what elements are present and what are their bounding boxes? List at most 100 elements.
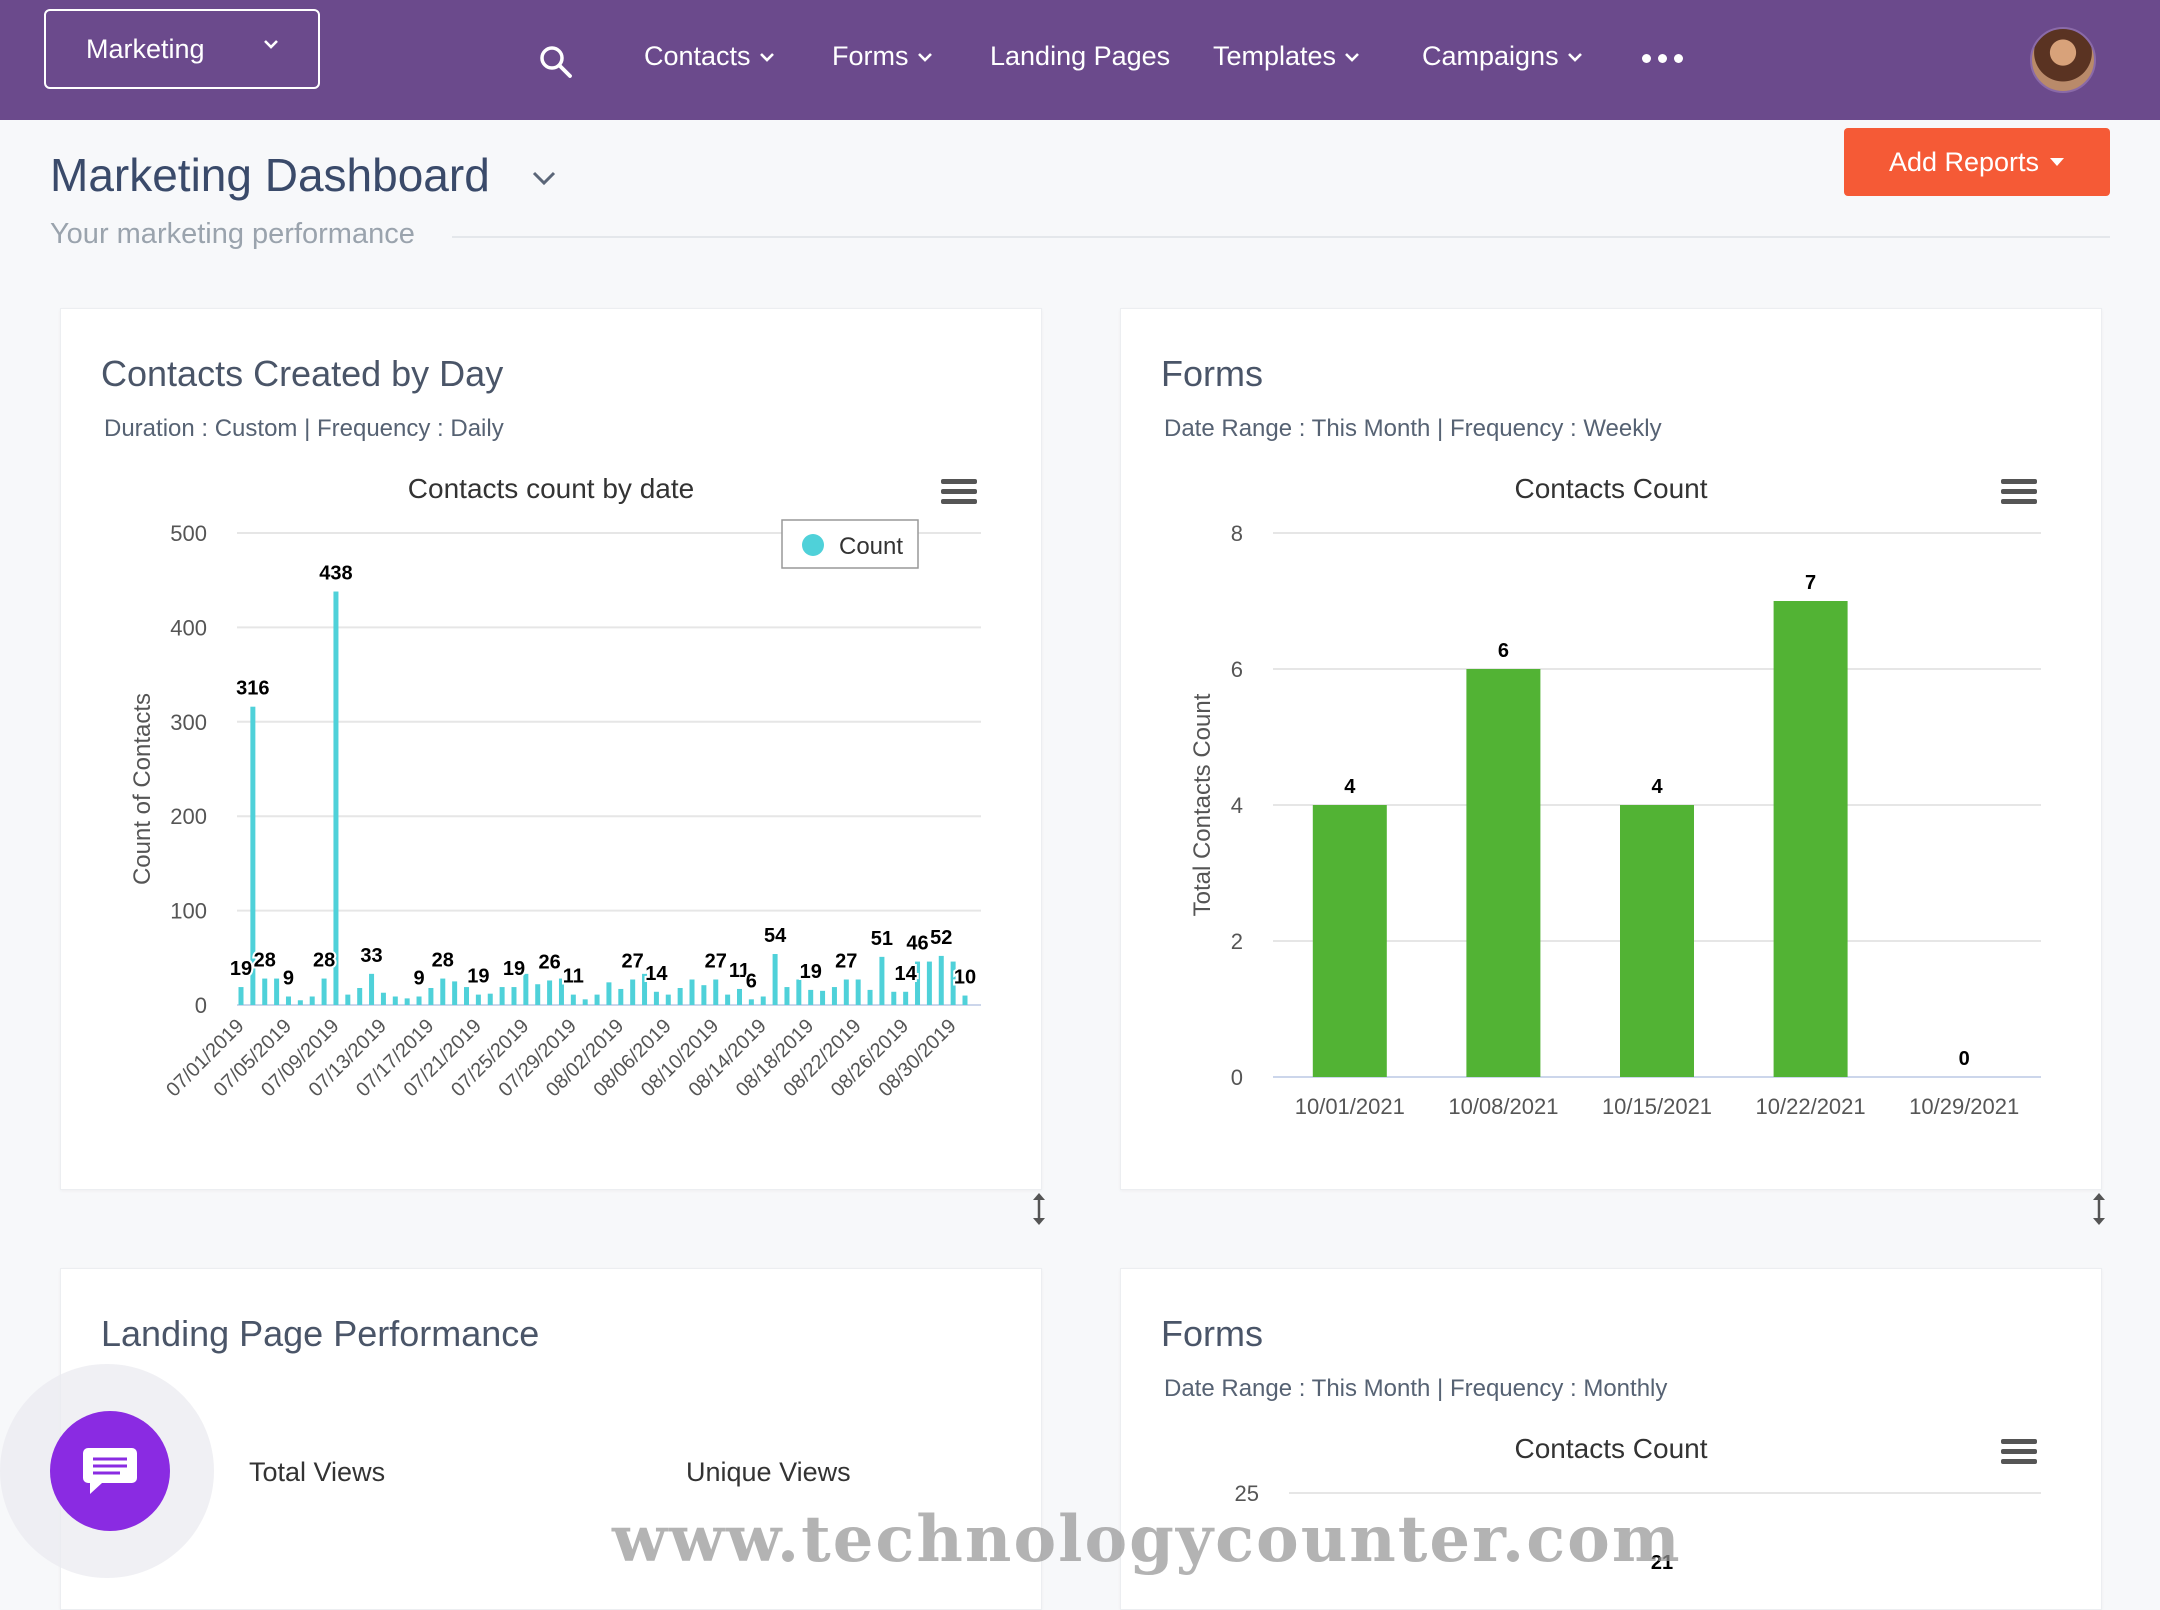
user-avatar[interactable] [2030, 27, 2096, 93]
data-label: 27 [705, 951, 727, 973]
data-label: 27 [835, 951, 857, 973]
nav-forms[interactable]: Forms [832, 41, 933, 72]
chat-icon [83, 1448, 137, 1494]
chevron-down-icon [1345, 52, 1359, 62]
bar [297, 1000, 303, 1005]
bar [1620, 805, 1694, 1077]
chevron-down-icon [1567, 52, 1582, 62]
y-tick-label: 4 [1231, 793, 1243, 818]
data-label: 19 [467, 966, 489, 988]
bar [487, 993, 493, 1005]
watermark: www.technologycounter.com [612, 1502, 1682, 1577]
bar [606, 982, 612, 1005]
bar [428, 988, 434, 1005]
y-tick-label: 6 [1231, 657, 1243, 682]
bar [689, 979, 695, 1005]
page-title: Marketing Dashboard [50, 149, 490, 201]
legend-label: Count [839, 533, 903, 560]
bar [630, 979, 636, 1005]
data-label: 33 [360, 945, 382, 967]
bar [285, 996, 291, 1005]
bar [309, 996, 315, 1005]
chart-title: Contacts count by date [407, 473, 695, 504]
chart-menu-icon[interactable] [2001, 1439, 2037, 1469]
bar [274, 978, 280, 1005]
bar [701, 985, 707, 1005]
forms-weekly-card: Forms Date Range : This Month | Frequenc… [1120, 308, 2102, 1190]
bar [677, 988, 683, 1005]
y-tick-label: 400 [170, 615, 207, 640]
bar [1773, 601, 1848, 1077]
chevron-down-icon[interactable] [530, 168, 558, 188]
nav-campaigns[interactable]: Campaigns [1422, 41, 1583, 72]
data-label: 438 [319, 563, 352, 585]
workspace-dropdown[interactable]: Marketing [44, 9, 320, 89]
chart-menu-icon[interactable] [941, 479, 977, 509]
data-label: 51 [871, 928, 893, 950]
y-tick-label: 500 [170, 521, 207, 546]
chart-title: Contacts Count [1514, 473, 1708, 504]
bar [333, 591, 339, 1005]
data-label: 10 [954, 967, 976, 989]
y-tick-label: 8 [1231, 521, 1243, 546]
bar [369, 973, 375, 1005]
bar [642, 973, 648, 1005]
nav-contacts[interactable]: Contacts [644, 41, 775, 72]
bar [1466, 669, 1541, 1077]
x-tick-label: 10/08/2021 [1448, 1094, 1558, 1119]
chat-button[interactable] [50, 1411, 170, 1531]
bar [725, 994, 731, 1005]
resize-icon[interactable] [1030, 1192, 1048, 1226]
bar [820, 990, 826, 1005]
bar [582, 999, 588, 1005]
bar [772, 954, 778, 1005]
resize-icon[interactable] [2090, 1192, 2108, 1226]
nav-landing-pages-label: Landing Pages [990, 41, 1171, 71]
bar [1312, 805, 1387, 1077]
bar [879, 956, 885, 1005]
card-title: Forms [1161, 1313, 1263, 1354]
y-tick-label: 200 [170, 804, 207, 829]
search-icon[interactable] [538, 44, 574, 80]
legend-marker [802, 534, 824, 556]
x-tick-label: 10/29/2021 [1909, 1094, 2019, 1119]
landing-page-performance-card: Landing Page Performance Total Views Uni… [60, 1268, 1042, 1610]
add-reports-button[interactable]: Add Reports [1844, 128, 2110, 196]
bar [452, 981, 458, 1005]
bar [392, 996, 398, 1005]
data-label: 21 [1651, 1552, 1673, 1574]
bar [784, 987, 790, 1005]
bar [748, 999, 754, 1005]
x-tick-label: 10/01/2021 [1295, 1094, 1405, 1119]
card-title: Contacts Created by Day [101, 353, 504, 394]
bar [558, 978, 564, 1005]
more-options-icon[interactable] [1642, 54, 1683, 63]
bar [262, 978, 268, 1005]
contacts-by-day-card: Contacts Created by Day Duration : Custo… [60, 308, 1042, 1190]
data-label: 52 [930, 927, 952, 949]
bar [808, 989, 814, 1005]
bar [238, 987, 244, 1005]
bar [926, 961, 932, 1005]
data-label: 316 [236, 678, 269, 700]
data-label: 19 [800, 961, 822, 983]
bar [962, 995, 968, 1005]
chevron-down-icon [264, 40, 278, 49]
bar [357, 988, 363, 1005]
bar [321, 978, 327, 1005]
nav-landing-pages[interactable]: Landing Pages [990, 41, 1170, 72]
data-label: 26 [538, 951, 560, 973]
nav-templates[interactable]: Templates [1213, 41, 1360, 72]
data-label: 7 [1805, 572, 1816, 594]
bar [891, 991, 897, 1005]
data-label: 11 [729, 960, 750, 982]
bar [404, 998, 410, 1005]
unique-views-label: Unique Views [686, 1457, 851, 1487]
card-title: Forms [1161, 353, 1263, 394]
x-tick-label: 10/15/2021 [1602, 1094, 1712, 1119]
add-reports-label: Add Reports [1888, 146, 2040, 177]
chart-menu-icon[interactable] [2001, 479, 2037, 509]
nav-templates-label: Templates [1213, 41, 1337, 71]
x-tick-label: 10/22/2021 [1756, 1094, 1866, 1119]
y-tick-label: 0 [1231, 1065, 1243, 1090]
